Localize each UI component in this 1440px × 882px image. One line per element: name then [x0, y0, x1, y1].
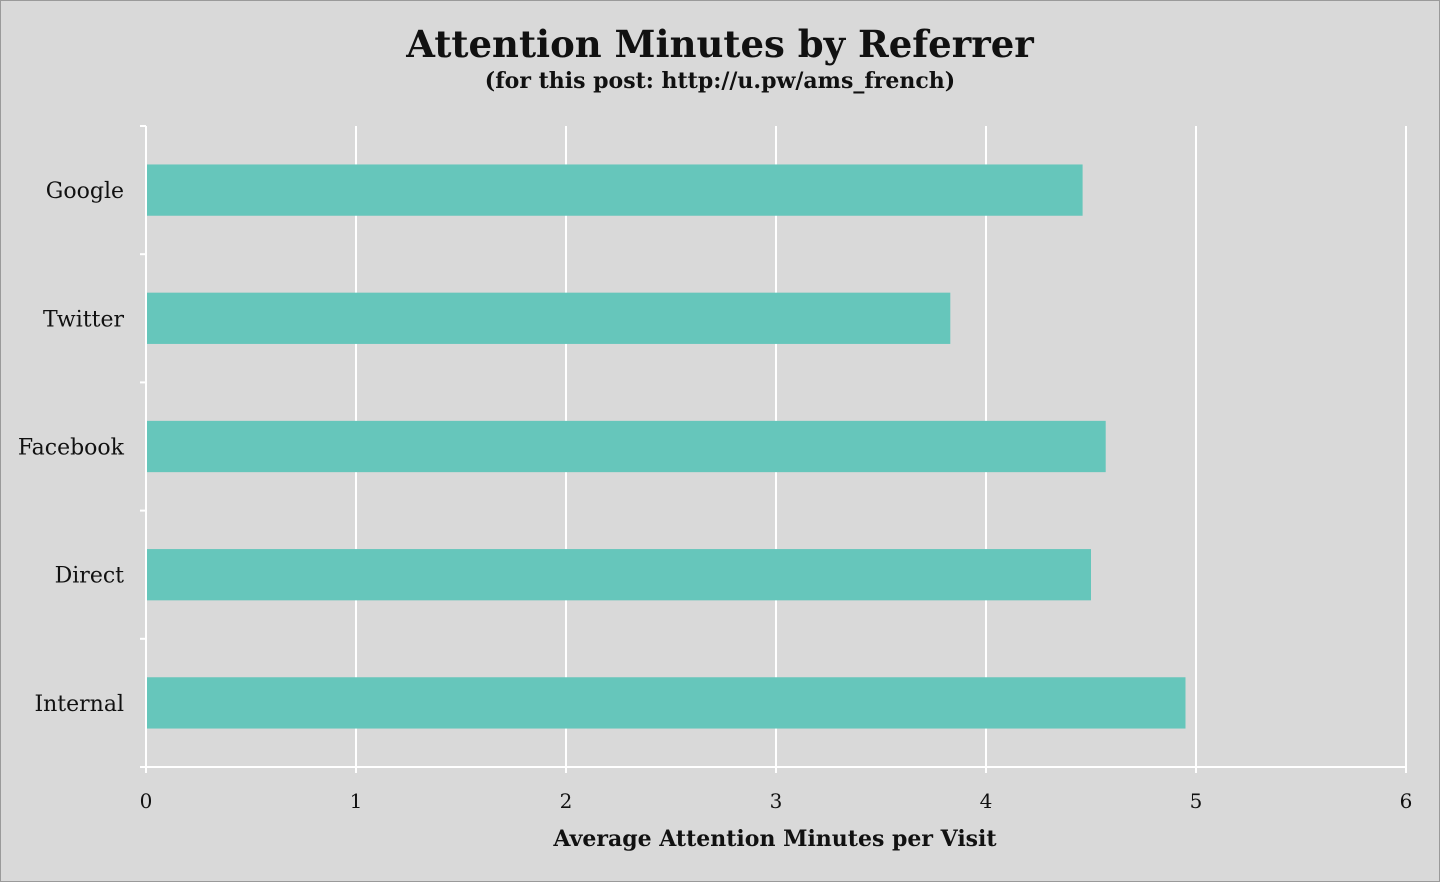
category-labels: Google Twitter Facebook Direct Internal	[18, 179, 125, 717]
bar-google	[147, 164, 1083, 216]
x-tick-labels: 0 1 2 3 4 5 6	[140, 789, 1413, 813]
chart-title: Attention Minutes by Referrer	[406, 22, 1034, 66]
x-tick-label: 6	[1400, 789, 1413, 813]
bar-direct	[147, 549, 1091, 601]
axes	[140, 125, 1407, 773]
bars	[147, 164, 1186, 729]
category-label: Facebook	[18, 436, 125, 461]
x-tick-label: 2	[560, 789, 573, 813]
x-tick-label: 0	[140, 789, 153, 813]
x-axis-title: Average Attention Minutes per Visit	[552, 826, 997, 852]
category-label: Twitter	[43, 307, 124, 332]
bar-facebook	[147, 420, 1106, 473]
category-label: Direct	[55, 564, 125, 589]
x-tick-label: 3	[770, 789, 783, 813]
chart-subtitle: (for this post: http://u.pw/ams_french)	[484, 68, 956, 94]
category-label: Google	[46, 179, 124, 204]
x-tick-label: 5	[1190, 789, 1203, 813]
x-tick-label: 1	[350, 789, 363, 813]
bar-twitter	[147, 292, 951, 344]
category-label: Internal	[34, 692, 124, 717]
x-tick-label: 4	[980, 789, 993, 813]
bar-internal	[147, 677, 1186, 729]
